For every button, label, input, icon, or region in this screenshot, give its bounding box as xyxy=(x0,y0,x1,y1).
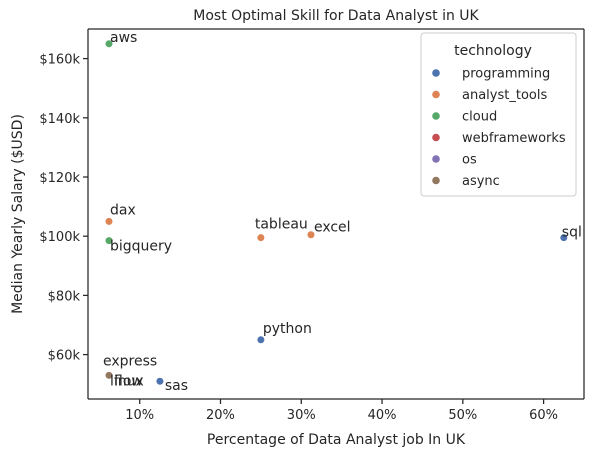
point-label-python: python xyxy=(263,321,312,337)
x-tick-label: 40% xyxy=(368,408,397,423)
y-tick-label: $100k xyxy=(39,230,80,245)
y-tick-label: $60k xyxy=(48,349,81,364)
y-axis-ticks: $60k $80k $100k $120k $140k $160k xyxy=(39,53,88,364)
data-point-sql xyxy=(559,233,568,242)
legend-label-webframeworks: webframeworks xyxy=(462,131,566,146)
point-label-sas: sas xyxy=(165,378,188,394)
y-tick-label: $120k xyxy=(39,171,80,186)
legend-marker-async xyxy=(432,176,440,185)
y-axis-label: Median Yearly Salary ($USD) xyxy=(10,114,26,314)
point-label-aws: aws xyxy=(110,30,137,46)
x-tick-label: 60% xyxy=(529,408,558,423)
data-point-flow xyxy=(104,371,114,380)
point-label-linux: linux xyxy=(110,373,144,389)
legend-label-async: async xyxy=(462,174,500,189)
legend-marker-webframeworks xyxy=(432,133,440,142)
data-point-dax xyxy=(104,217,114,226)
point-label-tableau: tableau xyxy=(255,217,308,233)
y-tick-label: $140k xyxy=(39,112,80,127)
data-point-aws xyxy=(104,39,114,48)
point-label-excel: excel xyxy=(314,220,351,236)
point-label-dax: dax xyxy=(110,202,136,218)
data-point-python xyxy=(256,335,265,344)
legend-label-analyst_tools: analyst_tools xyxy=(462,88,547,103)
data-point-labels: aws dax bigquery tableau excel sql python expre… xyxy=(103,30,582,394)
chart-title: Most Optimal Skill for Data Analyst in U… xyxy=(193,8,479,24)
data-points xyxy=(104,39,568,386)
y-tick-label: $80k xyxy=(48,289,81,304)
data-point-bigquery xyxy=(104,236,114,245)
point-label-sql: sql xyxy=(562,225,582,241)
legend-frame xyxy=(420,32,577,197)
legend-marker-cloud xyxy=(432,112,440,120)
data-point-tableau xyxy=(256,233,265,242)
x-tick-label: 20% xyxy=(206,408,235,423)
legend-label-os: os xyxy=(462,153,477,168)
data-point-sas xyxy=(155,377,164,386)
x-axis-ticks: 10% 20% 30% 40% 50% 60% xyxy=(125,399,558,423)
legend-label-cloud: cloud xyxy=(462,110,497,125)
x-axis-label: Percentage of Data Analyst job In UK xyxy=(207,432,466,448)
legend: technology programming analyst_toolscloud… xyxy=(420,32,577,197)
x-tick-label: 10% xyxy=(125,408,154,423)
legend-marker-os xyxy=(432,155,440,163)
plot-area xyxy=(87,28,585,400)
legend-marker-analyst_tools xyxy=(432,90,440,99)
data-point-excel xyxy=(306,230,316,239)
point-label-express: express xyxy=(103,353,157,369)
point-label-flow: flow xyxy=(114,373,143,389)
y-tick-label: $160k xyxy=(39,53,80,68)
legend-marker-programming xyxy=(432,69,440,77)
x-tick-label: 50% xyxy=(448,408,477,423)
legend-title: technology xyxy=(454,43,532,59)
legend-label-programming: programming xyxy=(462,67,550,82)
x-tick-label: 30% xyxy=(287,408,316,423)
point-label-bigquery: bigquery xyxy=(110,239,172,255)
